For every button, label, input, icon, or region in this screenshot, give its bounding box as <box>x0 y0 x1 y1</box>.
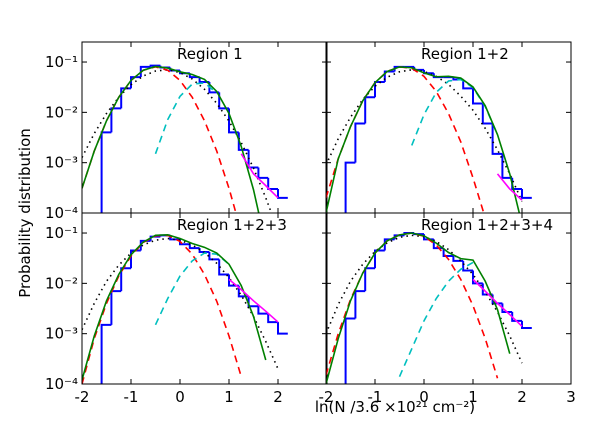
curve <box>82 237 279 370</box>
curve <box>154 252 230 326</box>
histogram-step <box>100 131 112 213</box>
histogram-step <box>442 248 454 257</box>
histogram-step <box>364 267 375 292</box>
histogram-step <box>149 235 161 241</box>
histogram-step <box>149 64 161 67</box>
y-axis-label: Probability distribution <box>16 128 34 298</box>
curve <box>398 261 474 377</box>
histogram-step <box>257 167 269 179</box>
plot-area <box>326 65 532 213</box>
y-tick-label: 10⁻³ <box>45 154 78 172</box>
panel-title: Region 1+2 <box>421 45 509 63</box>
histogram-step <box>277 188 288 199</box>
curve <box>326 232 499 379</box>
histogram-step <box>110 290 122 325</box>
histogram-step <box>208 82 220 94</box>
x-tick-label: -2 <box>75 388 90 406</box>
curve <box>326 66 521 213</box>
x-tick-label: 1 <box>468 388 478 406</box>
histogram-step <box>344 317 356 384</box>
panel-title: Region 1+2+3+4 <box>421 216 553 234</box>
x-tick-label: 2 <box>273 388 283 406</box>
x-axis-label: ln(N /3.6 ×10²¹ cm⁻²) <box>315 398 475 416</box>
histogram-step <box>267 177 278 190</box>
y-tick-label: 10⁻¹ <box>45 224 78 242</box>
histogram-step <box>277 322 288 335</box>
curve <box>496 173 523 201</box>
histogram-step <box>374 81 385 98</box>
curve <box>240 153 279 199</box>
x-tick-label: -1 <box>368 388 383 406</box>
histogram-step <box>237 132 249 151</box>
curve <box>154 82 218 155</box>
curve <box>472 278 523 327</box>
histogram-step <box>354 290 366 319</box>
x-tick-label: 0 <box>419 388 429 406</box>
curve <box>326 66 485 213</box>
histogram-step <box>100 323 112 384</box>
histogram-step <box>472 270 483 285</box>
histogram-step <box>110 107 122 133</box>
histogram-step <box>511 311 522 322</box>
curve <box>82 234 267 381</box>
histogram-step <box>188 244 200 250</box>
histogram-step <box>472 88 483 105</box>
histogram-step <box>130 249 141 269</box>
histogram-step <box>501 303 513 313</box>
plot-area <box>326 232 532 384</box>
histogram-step <box>218 259 229 276</box>
panel-title: Region 1+2+3 <box>177 216 287 234</box>
histogram-step <box>521 188 532 199</box>
curve <box>228 278 279 323</box>
y-tick-label: 10⁻⁴ <box>45 204 78 222</box>
histogram-step <box>501 153 513 179</box>
x-tick-label: 3 <box>566 388 576 406</box>
plot-area <box>82 64 288 213</box>
y-tick-label: 10⁻⁴ <box>45 375 78 393</box>
x-tick-label: -2 <box>319 388 334 406</box>
axes-frame <box>325 41 572 214</box>
histogram-step <box>364 96 375 124</box>
histogram-step <box>374 249 385 269</box>
curve <box>326 232 511 384</box>
histogram-step <box>208 251 220 261</box>
y-tick-label: 10⁻¹ <box>45 53 78 71</box>
histogram-step <box>247 149 259 169</box>
panel-title: Region 1 <box>177 45 243 63</box>
y-tick-label: 10⁻² <box>45 274 78 292</box>
axes-frame <box>81 41 328 214</box>
histogram-step <box>120 267 131 292</box>
histogram-step <box>462 79 473 90</box>
histogram-step <box>354 122 366 163</box>
histogram-step <box>247 296 259 308</box>
x-tick-label: 1 <box>224 388 234 406</box>
histogram-step <box>267 313 278 324</box>
histogram-step <box>139 65 151 78</box>
axes-frame <box>325 212 572 385</box>
panel <box>81 41 328 214</box>
histogram-step <box>521 320 532 329</box>
curve <box>82 65 260 213</box>
histogram-step <box>344 161 356 213</box>
histogram-step <box>257 306 269 315</box>
x-tick-label: 0 <box>175 388 185 406</box>
x-tick-label: -1 <box>124 388 139 406</box>
panel <box>325 41 572 214</box>
y-tick-label: 10⁻³ <box>45 325 78 343</box>
plot-area <box>82 234 288 384</box>
x-tick-label: 2 <box>517 388 527 406</box>
panel <box>325 212 572 385</box>
axes-frame <box>81 212 328 385</box>
curve <box>82 234 243 384</box>
y-tick-label: 10⁻² <box>45 103 78 121</box>
histogram-step <box>491 123 503 155</box>
panel <box>81 212 328 385</box>
